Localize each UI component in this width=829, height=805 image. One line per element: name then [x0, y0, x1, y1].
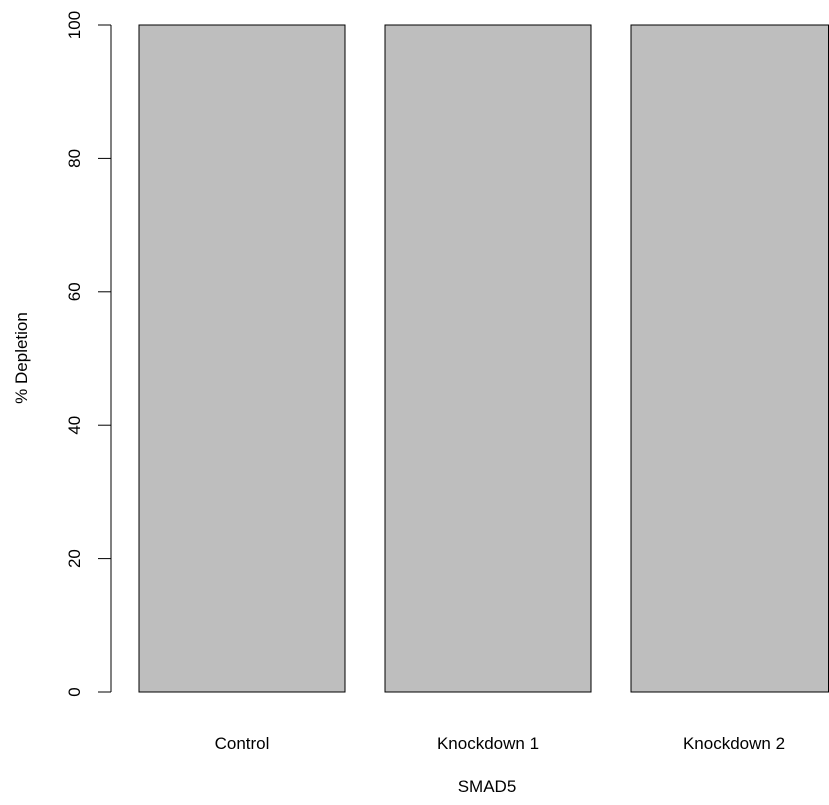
x-axis-label: SMAD5	[458, 777, 517, 796]
y-tick-label: 100	[65, 11, 84, 39]
bars-group	[138, 24, 829, 693]
x-tick-labels: Control Knockdown 1 Knockdown 2	[215, 734, 785, 753]
y-axis-label: % Depletion	[12, 312, 31, 404]
bar-knockdown-1	[384, 24, 592, 693]
bar-knockdown-2	[630, 24, 829, 693]
x-tick-label: Knockdown 2	[683, 734, 785, 753]
y-tick-label: 40	[65, 416, 84, 435]
y-tick-label: 20	[65, 549, 84, 568]
y-tick-label: 0	[65, 687, 84, 696]
x-tick-label: Control	[215, 734, 270, 753]
bar-control	[138, 24, 346, 693]
x-tick-label: Knockdown 1	[437, 734, 539, 753]
y-tick-label: 60	[65, 282, 84, 301]
y-axis: 0 20 40 60 80 100	[65, 11, 112, 697]
y-tick-label: 80	[65, 149, 84, 168]
